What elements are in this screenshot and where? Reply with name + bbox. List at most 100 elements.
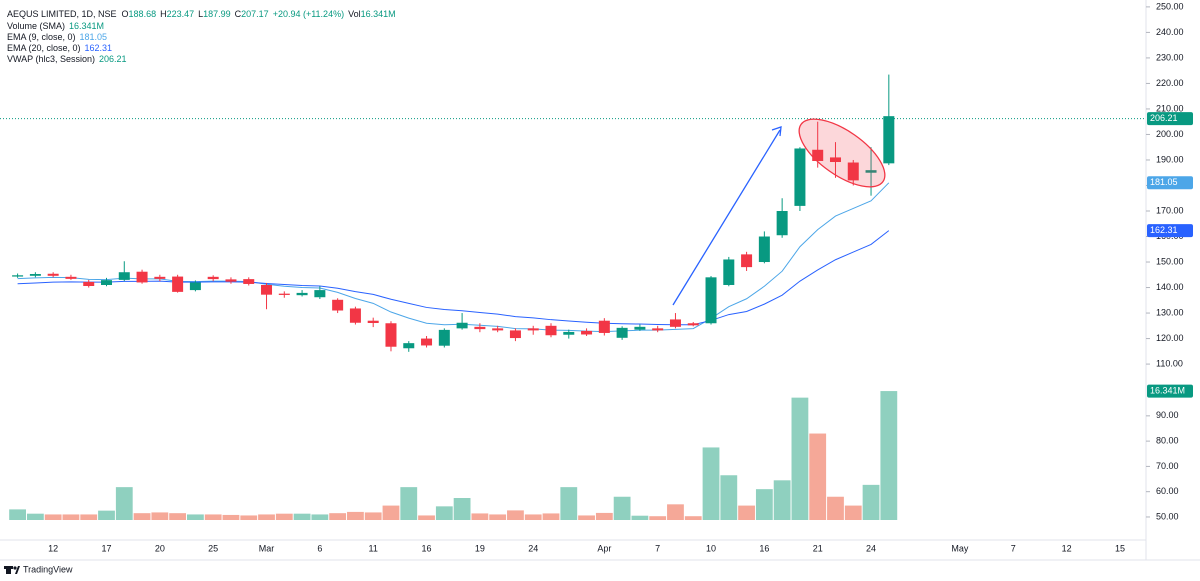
- candle-body: [634, 326, 646, 330]
- volume-bar: [595, 512, 613, 520]
- ohlc-value: 187.99: [203, 9, 231, 19]
- candle-body: [456, 322, 468, 329]
- candle-body: [598, 320, 610, 333]
- ohlc-value: 223.47: [167, 9, 195, 19]
- price-badge: [1147, 384, 1193, 398]
- volume-bar: [542, 513, 560, 520]
- y-tick-label: 150.00: [1156, 256, 1184, 266]
- x-tick-label: 12: [1062, 543, 1072, 553]
- candle-body: [65, 276, 77, 279]
- candle-body: [509, 330, 521, 339]
- candle-body: [367, 320, 379, 324]
- candle-body: [225, 279, 237, 282]
- x-tick-label: 6: [317, 543, 322, 553]
- indicator-line: [17, 230, 890, 326]
- x-tick-label: 24: [866, 543, 876, 553]
- candle-body: [385, 323, 397, 347]
- y-tick-label: 190.00: [1156, 154, 1184, 164]
- vol-label: Vol: [348, 9, 361, 19]
- candle-body: [474, 326, 486, 330]
- ohlc-label: H: [160, 9, 167, 19]
- candle-body: [527, 328, 539, 331]
- indicator-value: 181.05: [80, 32, 108, 42]
- volume-bar: [44, 514, 62, 520]
- volume-bar: [738, 505, 755, 520]
- y2-tick-label: 80.00: [1156, 435, 1179, 445]
- volume-bar: [773, 480, 791, 520]
- indicator-legend: VWAP (hlc3, Session) 206.21: [7, 54, 127, 64]
- y-tick-label: 230.00: [1156, 52, 1184, 62]
- candle-body: [12, 275, 24, 277]
- volume-bar: [435, 506, 453, 520]
- y-tick-label: 220.00: [1156, 78, 1184, 88]
- candle-body: [758, 236, 770, 263]
- logo-part: [15, 566, 20, 574]
- volume-bar: [862, 484, 880, 520]
- candle-body: [723, 259, 735, 285]
- candle-body: [101, 280, 112, 285]
- x-tick-label: 10: [706, 543, 716, 553]
- candle-body: [332, 299, 344, 311]
- candle-body: [47, 273, 59, 276]
- vol-value: 16.341M: [361, 9, 396, 19]
- x-tick-label: 12: [48, 543, 58, 553]
- candle-body: [83, 281, 95, 287]
- volume-bar: [293, 513, 311, 520]
- candle-body: [883, 116, 895, 164]
- volume-bar: [667, 504, 684, 520]
- y2-tick-label: 60.00: [1156, 486, 1179, 496]
- ohlc-label: L: [198, 9, 203, 19]
- volume-bar: [578, 515, 595, 520]
- candle-body: [118, 272, 130, 280]
- candle-body: [812, 149, 824, 161]
- volume-bar: [755, 489, 773, 520]
- candle-body: [154, 276, 166, 279]
- candle-body: [136, 271, 148, 283]
- x-tick-label: 24: [528, 543, 538, 553]
- x-tick-label: 16: [422, 543, 432, 553]
- candle-body: [652, 328, 664, 331]
- candle-body: [421, 338, 433, 346]
- candle-body: [403, 343, 415, 349]
- volume-bar: [684, 516, 702, 520]
- y2-tick-label: 70.00: [1156, 461, 1179, 471]
- volume-bar: [791, 397, 809, 520]
- candle-body: [794, 148, 806, 206]
- y2-tick-label: 90.00: [1156, 410, 1179, 420]
- candle-body: [563, 331, 575, 335]
- volume-bar: [222, 514, 240, 520]
- arrow-head: [771, 126, 782, 137]
- highlight-ellipse: [798, 118, 886, 188]
- ohlc-label: O: [122, 9, 129, 19]
- y-tick-label: 130.00: [1156, 307, 1184, 317]
- volume-bar: [844, 505, 862, 520]
- candle-body: [829, 157, 841, 163]
- indicator-value: 162.31: [85, 43, 113, 53]
- volume-bar: [329, 513, 347, 520]
- ohlc-label: C: [235, 9, 242, 19]
- indicator-name: EMA (9, close, 0): [7, 32, 76, 42]
- plot: [0, 74, 1146, 520]
- y-tick-label: 170.00: [1156, 205, 1184, 215]
- candle-body: [172, 276, 184, 292]
- x-tick-label: Mar: [259, 543, 275, 553]
- volume-bar: [62, 514, 80, 520]
- volume-bar: [80, 514, 98, 520]
- volume-bar: [240, 515, 258, 520]
- logo-part: [13, 566, 17, 570]
- volume-bar: [720, 475, 738, 520]
- candle-body: [669, 319, 681, 327]
- volume-bar: [649, 516, 667, 520]
- volume-bar: [524, 514, 542, 520]
- volume-bar: [702, 447, 720, 520]
- volume-bar: [507, 510, 524, 520]
- brand: TradingView: [23, 564, 73, 574]
- price-badge-label: 181.05: [1150, 177, 1178, 187]
- candle-body: [207, 276, 219, 280]
- x-tick-label: 25: [208, 543, 218, 553]
- indicator-legend: EMA (20, close, 0) 162.31: [7, 43, 112, 53]
- y-tick-label: 210.00: [1156, 103, 1184, 113]
- volume-bar: [258, 514, 275, 520]
